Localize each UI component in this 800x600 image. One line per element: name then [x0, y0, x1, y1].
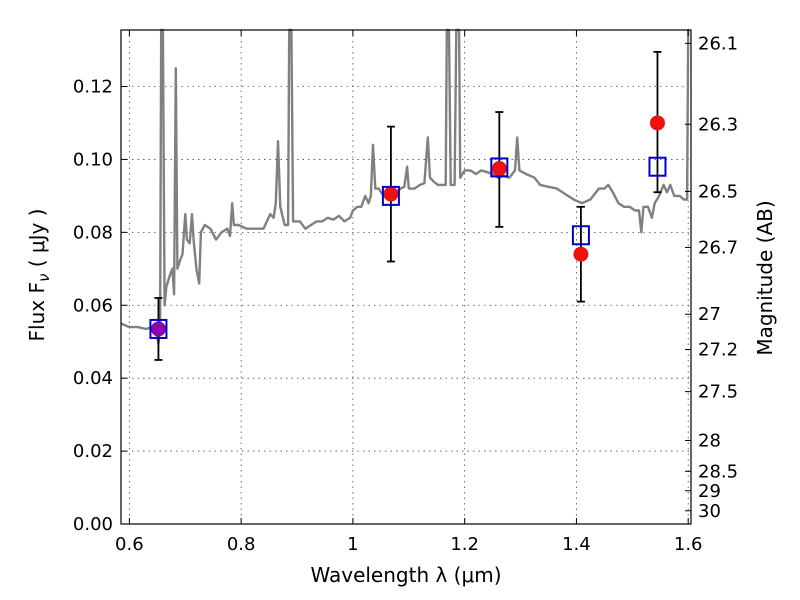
- x-tick-label: 0.8: [227, 534, 256, 555]
- y-tick-label: 0.04: [73, 368, 113, 389]
- model-square: [381, 185, 400, 206]
- magnitude-tick-label: 27.5: [698, 382, 738, 403]
- y-axis-label-unit: ( μJy ): [25, 209, 49, 274]
- x-tick-label: 1.2: [450, 534, 479, 555]
- magnitude-axis-label: Magnitude (AB): [753, 200, 777, 355]
- magnitude-tick-label: 26.3: [698, 114, 738, 135]
- y-tick-label: 0.00: [73, 514, 113, 535]
- observed-point: [649, 115, 665, 131]
- magnitude-tick-label: 29: [698, 481, 721, 502]
- y-tick-label: 0.06: [73, 295, 113, 316]
- x-tick-label: 1.4: [562, 534, 591, 555]
- model-square: [490, 157, 509, 178]
- magnitude-tick-label: 27.2: [698, 340, 738, 361]
- magnitude-tick-label: 27: [698, 304, 721, 325]
- x-axis-ticks: 0.6 0.8 1 1.2 1.4 1.6: [115, 30, 703, 555]
- magnitude-tick-label: 30: [698, 501, 721, 522]
- y-axis-label-text: Flux F: [25, 282, 49, 341]
- model-square: [149, 318, 168, 339]
- magnitude-tick-label: 28.5: [698, 461, 738, 482]
- observed-point: [573, 246, 589, 262]
- y-axis-label: Flux Fν ( μJy ): [25, 209, 53, 342]
- magnitude-tick-label: 26.5: [698, 182, 738, 203]
- x-tick-label: 1: [347, 534, 358, 555]
- spectrum-layer: [120, 28, 690, 345]
- y-axis-ticks: 0.00 0.02 0.04 0.06 0.08 0.10 0.12: [73, 77, 127, 535]
- spectrum-line: [120, 28, 690, 345]
- y-tick-label: 0.10: [73, 149, 113, 170]
- magnitude-tick-label: 26.7: [698, 237, 738, 258]
- model-square: [571, 225, 590, 246]
- observed-point: [491, 161, 507, 177]
- magnitude-tick-label: 26.1: [698, 33, 738, 54]
- model-square: [648, 156, 667, 177]
- observed-point: [150, 321, 166, 337]
- y-tick-label: 0.12: [73, 77, 113, 98]
- observed-point: [383, 186, 399, 202]
- y-tick-label: 0.08: [73, 222, 113, 243]
- marker-layer: [149, 115, 667, 339]
- x-axis-label: Wavelength λ (μm): [310, 563, 501, 587]
- x-tick-label: 0.6: [115, 534, 144, 555]
- magnitude-tick-label: 28: [698, 430, 721, 451]
- y-axis-label-subscript: ν: [35, 274, 53, 282]
- plot-frame: [120, 29, 692, 525]
- x-tick-label: 1.6: [674, 534, 703, 555]
- y-tick-label: 0.02: [73, 441, 113, 462]
